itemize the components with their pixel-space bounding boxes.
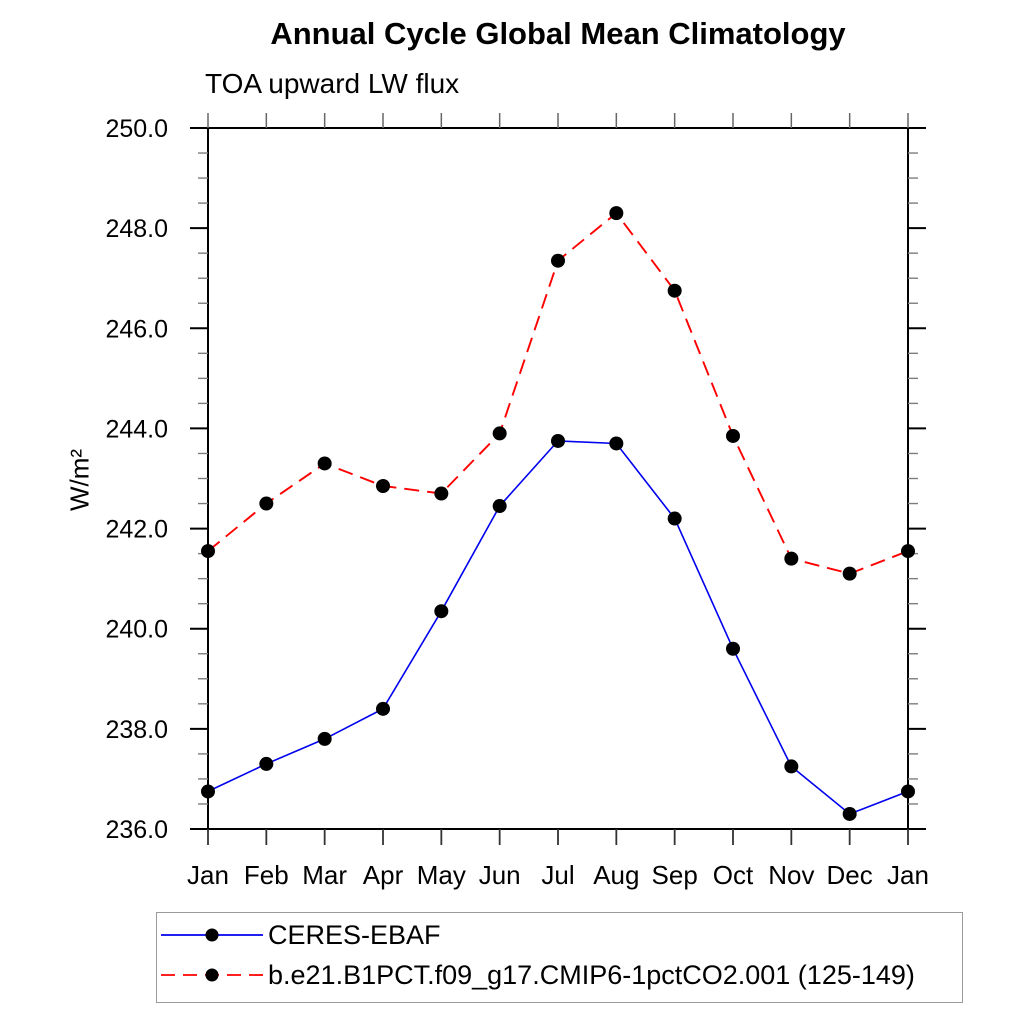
x-tick-label: Aug — [593, 860, 639, 890]
y-tick-label: 242.0 — [105, 516, 168, 544]
data-point — [317, 456, 332, 471]
legend-box: CERES-EBAF b.e21.B1PCT.f09_g17.CMIP6-1pc… — [156, 912, 963, 1003]
data-point — [259, 756, 274, 771]
data-point — [434, 604, 449, 619]
data-point — [842, 566, 857, 581]
y-tick-label: 236.0 — [105, 816, 168, 844]
data-point — [609, 206, 624, 221]
x-tick-label: Dec — [827, 860, 873, 890]
legend-label-ceres: CERES-EBAF — [268, 919, 441, 950]
x-tick-label: Jun — [479, 860, 521, 890]
data-point — [376, 701, 390, 716]
x-tick-label: Oct — [713, 860, 754, 890]
x-axis-ticks: Jan Feb Mar Apr May Jun Jul Aug Sep Oct Nov Dec Jan — [187, 113, 929, 890]
x-tick-label: Jul — [541, 860, 574, 890]
x-tick-label: Feb — [244, 860, 289, 890]
data-point — [317, 731, 332, 746]
x-tick-label: Mar — [302, 860, 347, 890]
x-tick-label: Sep — [652, 860, 698, 890]
series-1 — [201, 206, 915, 581]
data-point — [784, 759, 799, 774]
y-tick-label: 248.0 — [105, 215, 168, 243]
data-point — [376, 479, 390, 494]
data-point — [901, 544, 915, 559]
data-point — [726, 428, 740, 443]
data-point — [901, 784, 915, 799]
y-tick-label: 238.0 — [105, 716, 168, 744]
data-point — [667, 511, 682, 526]
y-tick-label: 240.0 — [105, 616, 168, 644]
x-tick-label: Apr — [363, 860, 404, 890]
y-tick-label: 246.0 — [105, 315, 168, 343]
legend-item-model: b.e21.B1PCT.f09_g17.CMIP6-1pctCO2.001 (1… — [161, 960, 915, 990]
data-point — [609, 436, 624, 451]
y-tick-label: 244.0 — [105, 415, 168, 443]
legend-label-model: b.e21.B1PCT.f09_g17.CMIP6-1pctCO2.001 (1… — [268, 959, 915, 990]
chart-title: Annual Cycle Global Mean Climatology — [270, 16, 846, 51]
x-tick-label: May — [417, 860, 466, 890]
data-point — [201, 784, 215, 799]
legend-line-sample-solid — [161, 928, 263, 942]
data-point — [201, 544, 215, 559]
chart-subtitle: TOA upward LW flux — [205, 68, 460, 99]
data-point — [434, 486, 449, 501]
data-point — [551, 253, 565, 268]
data-point — [842, 806, 857, 821]
data-point — [784, 551, 799, 566]
data-point — [551, 433, 565, 448]
data-point — [667, 283, 682, 298]
x-tick-label: Jan — [187, 860, 229, 890]
data-point — [726, 641, 740, 656]
data-point — [492, 499, 507, 514]
legend-line-sample-dashed — [161, 968, 263, 982]
legend-item-ceres: CERES-EBAF — [161, 920, 441, 950]
x-tick-label: Jan — [887, 860, 929, 890]
x-tick-label: Nov — [768, 860, 814, 890]
y-tick-label: 250.0 — [105, 115, 168, 143]
y-axis-ticks: 236.0 238.0 240.0 242.0 244.0 246.0 248.0 250.0 — [105, 115, 926, 844]
series-0 — [201, 433, 915, 821]
axes — [207, 127, 909, 830]
data-point — [259, 496, 274, 511]
data-point — [492, 426, 507, 441]
